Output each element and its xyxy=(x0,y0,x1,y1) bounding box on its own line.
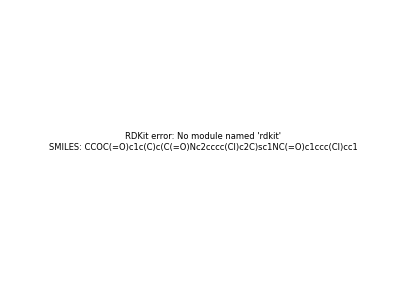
Text: RDKit error: No module named 'rdkit'
SMILES: CCOC(=O)c1c(C)c(C(=O)Nc2cccc(Cl)c2C: RDKit error: No module named 'rdkit' SMI… xyxy=(49,132,356,152)
